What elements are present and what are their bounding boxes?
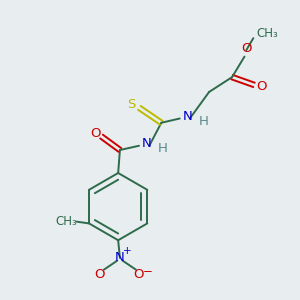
Text: O: O	[90, 127, 101, 140]
Text: S: S	[128, 98, 136, 111]
Text: CH₃: CH₃	[257, 27, 279, 40]
Text: N: N	[115, 251, 125, 264]
Text: H: H	[158, 142, 168, 155]
Text: CH₃: CH₃	[55, 215, 77, 228]
Text: O: O	[256, 80, 267, 93]
Text: N: N	[183, 110, 192, 123]
Text: −: −	[142, 265, 152, 278]
Text: O: O	[241, 42, 251, 55]
Text: +: +	[123, 246, 132, 256]
Text: N: N	[142, 137, 152, 151]
Text: O: O	[94, 268, 105, 281]
Text: H: H	[199, 115, 208, 128]
Text: O: O	[133, 268, 144, 281]
